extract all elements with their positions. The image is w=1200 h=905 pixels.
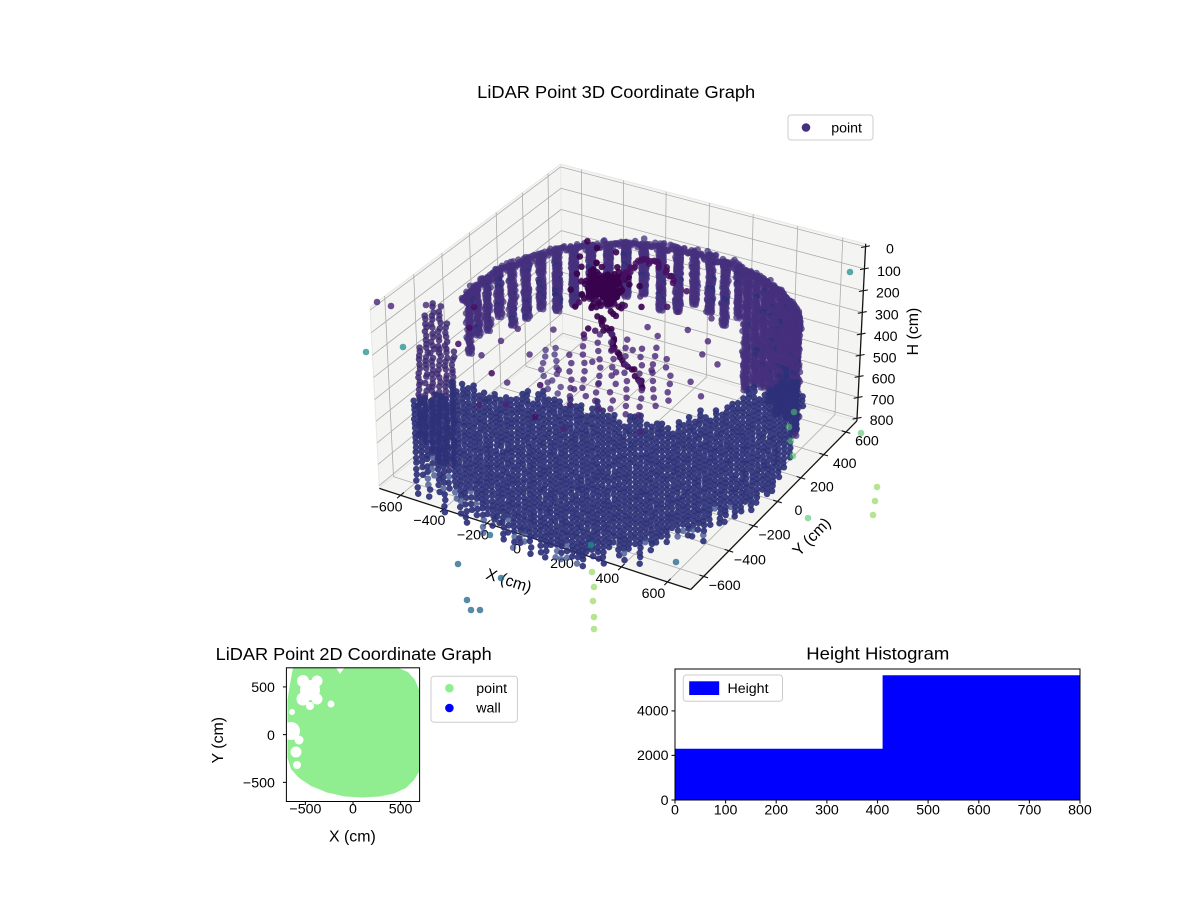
svg-text:400: 400 (833, 456, 857, 472)
svg-text:H (cm): H (cm) (905, 308, 922, 356)
svg-text:0: 0 (886, 242, 894, 258)
svg-text:600: 600 (872, 372, 896, 388)
svg-text:−200: −200 (759, 527, 791, 543)
svg-text:300: 300 (875, 307, 899, 323)
svg-text:0: 0 (795, 503, 803, 519)
svg-text:0: 0 (513, 542, 521, 558)
svg-text:−400: −400 (734, 552, 766, 568)
svg-text:−400: −400 (413, 513, 445, 529)
svg-text:200: 200 (876, 286, 900, 302)
svg-text:100: 100 (877, 264, 901, 280)
svg-text:400: 400 (874, 329, 898, 345)
svg-text:500: 500 (873, 350, 897, 366)
svg-text:200: 200 (810, 479, 834, 495)
svg-text:700: 700 (871, 392, 895, 408)
svg-text:800: 800 (870, 413, 894, 429)
svg-text:600: 600 (855, 434, 879, 450)
svg-text:400: 400 (595, 571, 619, 587)
svg-text:−600: −600 (371, 499, 403, 515)
svg-text:−600: −600 (709, 578, 741, 594)
svg-text:600: 600 (642, 586, 666, 602)
